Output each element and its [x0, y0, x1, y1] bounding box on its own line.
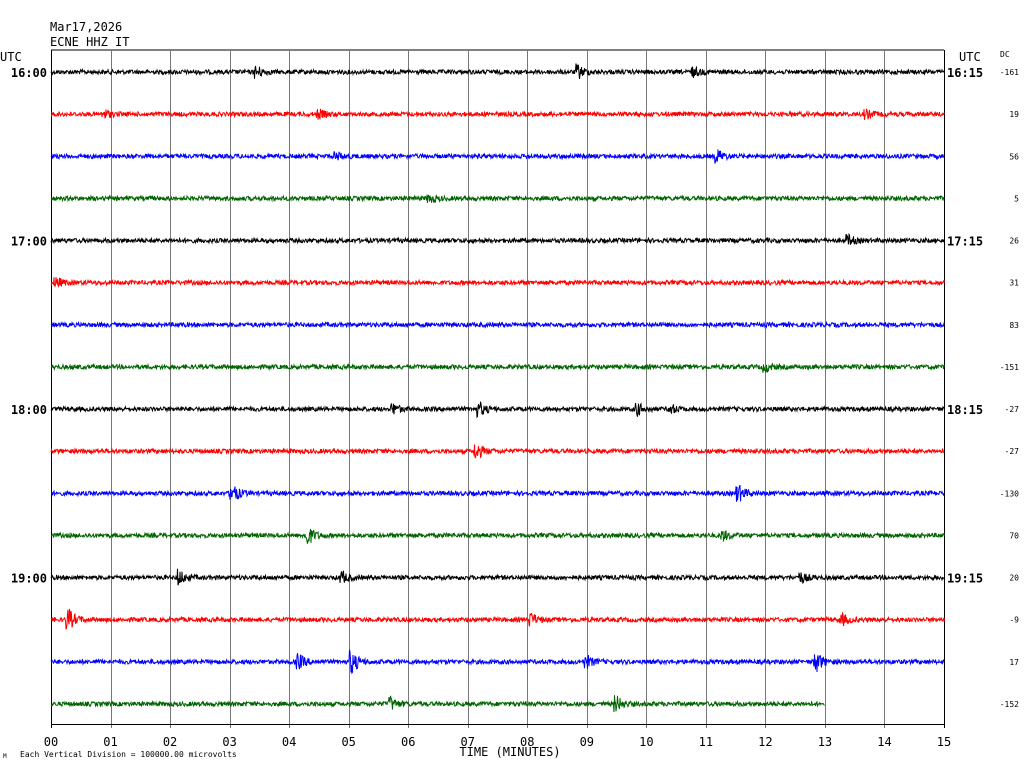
right-time-label: 17:15 — [947, 235, 983, 249]
seismic-trace-line — [50, 63, 945, 79]
dc-offset-value: 17 — [1009, 658, 1019, 667]
chart-date: Mar17,2026 — [50, 20, 122, 34]
footer-note: Each Vertical Division = 100000.00 micro… — [20, 750, 237, 759]
x-tick-label: 06 — [401, 735, 415, 749]
left-time-label: 18:00 — [11, 403, 47, 417]
seismic-trace-line — [50, 362, 945, 374]
x-tick-label: 01 — [103, 735, 117, 749]
seismic-traces — [50, 63, 945, 713]
seismic-trace-line — [50, 484, 945, 502]
dc-offset-value: -27 — [1005, 405, 1020, 414]
dc-offset-value: -161 — [1000, 68, 1019, 77]
seismic-trace-line — [50, 149, 945, 164]
dc-offset-value: -151 — [1000, 363, 1019, 372]
right-utc-label: UTC — [959, 50, 981, 64]
minute-gridlines — [51, 49, 945, 728]
dc-offset-value: -130 — [1000, 489, 1019, 498]
x-tick-label: 09 — [580, 735, 594, 749]
dc-offset-value: 56 — [1009, 152, 1019, 161]
seismic-trace-line — [50, 608, 945, 630]
x-tick-label: 03 — [222, 735, 236, 749]
right-time-labels: 16:15 17:15 18:15 19:15 — [947, 66, 983, 586]
dc-offset-value: 83 — [1009, 321, 1019, 330]
dc-offset-value: 5 — [1014, 194, 1019, 203]
x-tick-label: 10 — [639, 735, 653, 749]
left-time-label: 19:00 — [11, 572, 47, 586]
seismic-trace-line — [50, 528, 945, 544]
x-tick-label: 00 — [44, 735, 58, 749]
x-tick-label: 04 — [282, 735, 296, 749]
dc-offset-value: 19 — [1009, 110, 1019, 119]
seismic-trace-line — [50, 695, 825, 713]
dc-label: DC — [1000, 50, 1010, 59]
x-tick-label: 15 — [937, 735, 951, 749]
seismic-trace-line — [50, 232, 945, 245]
seismic-trace-line — [50, 444, 945, 459]
dc-offset-value: -27 — [1005, 447, 1020, 456]
x-tick-label: 14 — [877, 735, 891, 749]
dc-offset-labels: -161 19 56 5 26 31 83 -151 -27 -27 -130 70 20 -9 17 -15… — [1000, 68, 1019, 709]
footer-mark: M — [3, 753, 7, 760]
seismic-trace-line — [50, 277, 945, 289]
left-time-label: 17:00 — [11, 235, 47, 249]
dc-offset-value: 20 — [1009, 574, 1019, 583]
right-time-label: 16:15 — [947, 66, 983, 80]
left-time-label: 16:00 — [11, 66, 47, 80]
x-tick-label: 13 — [818, 735, 832, 749]
x-tick-label: 08 — [520, 735, 534, 749]
x-tick-label: 11 — [699, 735, 713, 749]
left-utc-label: UTC — [0, 50, 22, 64]
x-tick-label: 02 — [163, 735, 177, 749]
dc-offset-value: 70 — [1009, 531, 1019, 540]
dc-offset-value: 26 — [1009, 237, 1019, 246]
left-time-labels: 16:00 17:00 18:00 19:00 — [11, 66, 47, 586]
seismic-trace-line — [50, 108, 945, 120]
seismic-trace-line — [50, 320, 945, 329]
x-tick-label: 05 — [341, 735, 355, 749]
seismic-trace-line — [50, 649, 945, 675]
dc-offset-value: 31 — [1009, 279, 1019, 288]
seismic-trace-line — [50, 401, 945, 419]
x-tick-label: 12 — [758, 735, 772, 749]
dc-offset-value: -152 — [1000, 700, 1019, 709]
x-axis-title: TIME (MINUTES) — [459, 745, 560, 759]
x-axis-ticks: 00 01 02 03 04 05 06 07 08 09 10 11 12 13 14 15 — [44, 735, 951, 749]
x-tick-label: 07 — [461, 735, 475, 749]
seismic-trace-line — [50, 194, 945, 204]
right-time-label: 19:15 — [947, 572, 983, 586]
right-time-label: 18:15 — [947, 403, 983, 417]
seismic-trace-line — [50, 568, 945, 586]
chart-station: ECNE HHZ IT — [50, 35, 129, 49]
dc-offset-value: -9 — [1009, 616, 1019, 625]
